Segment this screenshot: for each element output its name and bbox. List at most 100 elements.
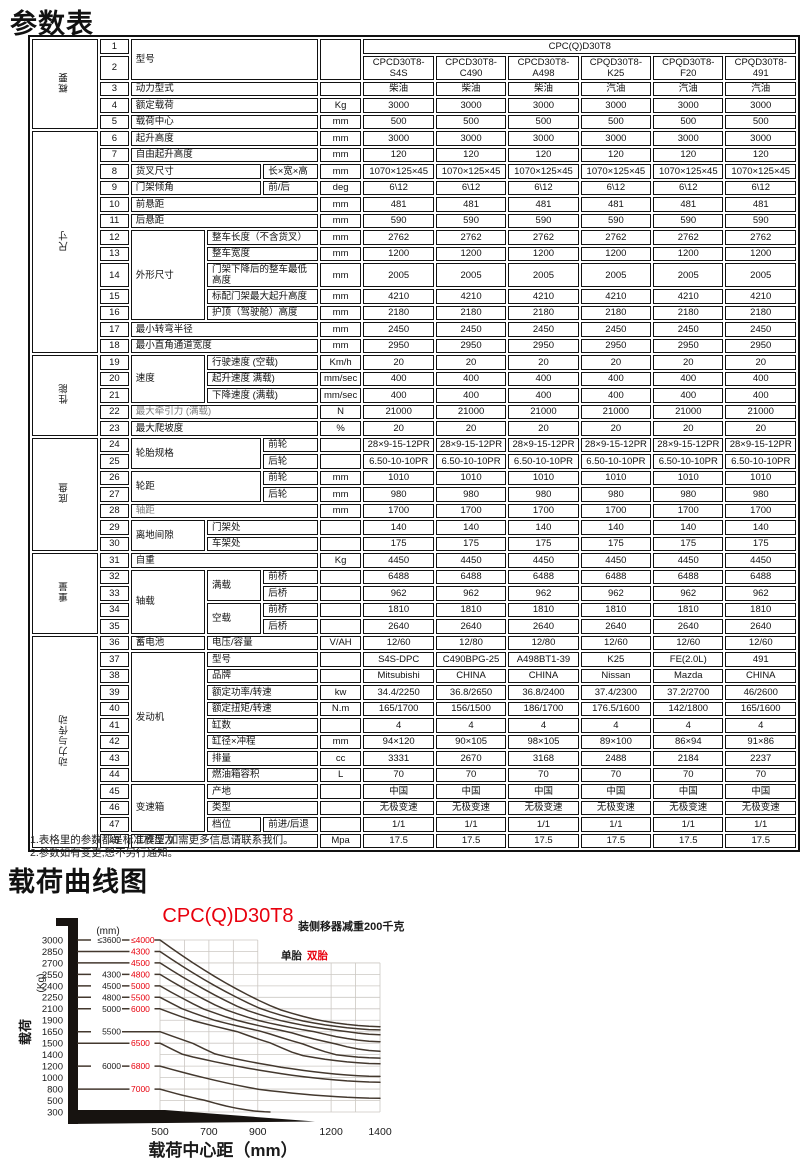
row-number: 48 bbox=[100, 833, 129, 848]
value-cell: C490BPG-25 bbox=[435, 652, 507, 667]
param-name: 长×宽×高 bbox=[263, 164, 318, 179]
value-cell: 1010 bbox=[725, 470, 796, 485]
label-mask bbox=[129, 981, 155, 991]
value-cell: 汽油 bbox=[580, 81, 652, 96]
unit-cell bbox=[319, 602, 362, 617]
row-number: 43 bbox=[100, 751, 129, 766]
legend-double-tire: 双胎 bbox=[306, 949, 328, 962]
value-cell: 20 bbox=[508, 421, 579, 436]
value-cell: 中国 bbox=[725, 784, 796, 799]
param-name: 前桥 bbox=[263, 569, 318, 584]
unit-cell bbox=[319, 536, 362, 551]
value-cell: 4210 bbox=[435, 289, 507, 304]
row-number: 6 bbox=[100, 131, 129, 146]
value-cell: 2180 bbox=[363, 305, 434, 320]
value-cell: 3000 bbox=[435, 98, 507, 113]
group-label-text: 重量 bbox=[59, 581, 70, 603]
spec-row: 21 下降速度 (满载) mm/sec 400 400 400 400 400 400 bbox=[32, 388, 796, 403]
value-cell: 2005 bbox=[653, 263, 724, 287]
value-cell: 500 bbox=[363, 114, 434, 129]
value-cell: 980 bbox=[508, 487, 579, 502]
value-cell: 20 bbox=[508, 355, 579, 370]
value-cell: 4 bbox=[725, 718, 796, 733]
label-mask bbox=[91, 1003, 122, 1014]
value-cell: 175 bbox=[725, 536, 796, 551]
row-number: 42 bbox=[100, 734, 129, 749]
spec-row: 13 整车宽度 mm 1200 1200 1200 1200 1200 1200 bbox=[32, 246, 796, 261]
spec-row: 5 载荷中心 mm 500 500 500 500 500 500 bbox=[32, 114, 796, 129]
value-cell: 590 bbox=[508, 213, 579, 228]
value-cell: 20 bbox=[580, 355, 652, 370]
value-cell: 400 bbox=[580, 371, 652, 386]
param-name: 最大爬坡度 bbox=[130, 421, 318, 436]
value-cell: 2488 bbox=[580, 751, 652, 766]
value-cell: 590 bbox=[363, 213, 434, 228]
value-cell: 120 bbox=[435, 147, 507, 162]
y-tick-label: 1900 bbox=[42, 1016, 63, 1027]
param-name: 后悬距 bbox=[130, 213, 318, 228]
value-cell: 481 bbox=[435, 197, 507, 212]
param-name: 车架处 bbox=[206, 536, 318, 551]
spec-row: 33 后桥 962 962 962 962 962 962 bbox=[32, 586, 796, 601]
value-cell: 6\12 bbox=[725, 180, 796, 195]
value-cell: 2180 bbox=[508, 305, 579, 320]
value-cell: 120 bbox=[508, 147, 579, 162]
value-cell: 2180 bbox=[435, 305, 507, 320]
spec-row: 17 最小转弯半径 mm 2450 2450 2450 2450 2450 2450 bbox=[32, 322, 796, 337]
param-name: 自重 bbox=[130, 553, 318, 568]
value-cell: 165/1600 bbox=[725, 701, 796, 716]
value-cell: 1/1 bbox=[580, 817, 652, 832]
single-tire-mast-label: 4500 bbox=[102, 981, 121, 991]
label-mask bbox=[91, 1061, 122, 1071]
unit-cell: kw bbox=[319, 685, 362, 700]
unit-cell: mm/sec bbox=[319, 371, 362, 386]
value-cell: 4 bbox=[508, 718, 579, 733]
value-cell: 142/1800 bbox=[653, 701, 724, 716]
label-mask bbox=[129, 935, 155, 945]
value-cell: FE(2.0L) bbox=[653, 652, 724, 667]
value-cell: 6.50-10-10PR bbox=[725, 454, 796, 469]
value-cell: 37.2/2700 bbox=[653, 685, 724, 700]
param-name: 燃油箱容积 bbox=[206, 767, 318, 782]
value-cell: 1200 bbox=[725, 246, 796, 261]
unit-cell: mm/sec bbox=[319, 388, 362, 403]
value-cell: 4450 bbox=[580, 553, 652, 568]
value-cell: 186/1700 bbox=[508, 701, 579, 716]
value-cell: 590 bbox=[653, 213, 724, 228]
value-cell: 481 bbox=[725, 197, 796, 212]
row-number: 37 bbox=[100, 652, 129, 667]
label-mask bbox=[91, 992, 122, 1002]
value-cell: 2005 bbox=[508, 263, 579, 287]
value-cell: 491 bbox=[725, 652, 796, 667]
spec-row: 15 标配门架最大起升高度 mm 4210 4210 4210 4210 4210 4210 bbox=[32, 289, 796, 304]
value-cell: 980 bbox=[580, 487, 652, 502]
param-name: 额定功率/转速 bbox=[206, 685, 318, 700]
unit-cell: mm bbox=[319, 263, 362, 287]
spec-row: 43 排量 cc 3331 2670 3168 2488 2184 2237 bbox=[32, 751, 796, 766]
unit-cell bbox=[319, 668, 362, 683]
row-number: 5 bbox=[100, 114, 129, 129]
row-number: 31 bbox=[100, 553, 129, 568]
param-name: 产地 bbox=[206, 784, 318, 799]
value-cell: 4450 bbox=[435, 553, 507, 568]
spec-row: 23 最大爬坡度% 20 20 20 20 20 20 bbox=[32, 421, 796, 436]
value-cell: 2950 bbox=[653, 338, 724, 353]
row-number: 47 bbox=[100, 817, 129, 832]
unit-cell bbox=[319, 520, 362, 535]
value-cell: 4210 bbox=[580, 289, 652, 304]
unit-cell: mm bbox=[319, 503, 362, 518]
value-cell: 12/80 bbox=[508, 635, 579, 650]
param-name: 外形尺寸 bbox=[130, 230, 205, 320]
load-curve bbox=[77, 1042, 381, 1083]
value-cell: 2180 bbox=[580, 305, 652, 320]
load-curve bbox=[77, 1088, 271, 1113]
value-cell: 962 bbox=[508, 586, 579, 601]
unit-cell: mm bbox=[319, 289, 362, 304]
value-cell: 70 bbox=[653, 767, 724, 782]
row-number: 22 bbox=[100, 404, 129, 419]
value-cell: 46/2600 bbox=[725, 685, 796, 700]
spec-row: 11 后悬距 mm 590 590 590 590 590 590 bbox=[32, 213, 796, 228]
value-cell: 2180 bbox=[653, 305, 724, 320]
label-mask bbox=[129, 1038, 155, 1048]
